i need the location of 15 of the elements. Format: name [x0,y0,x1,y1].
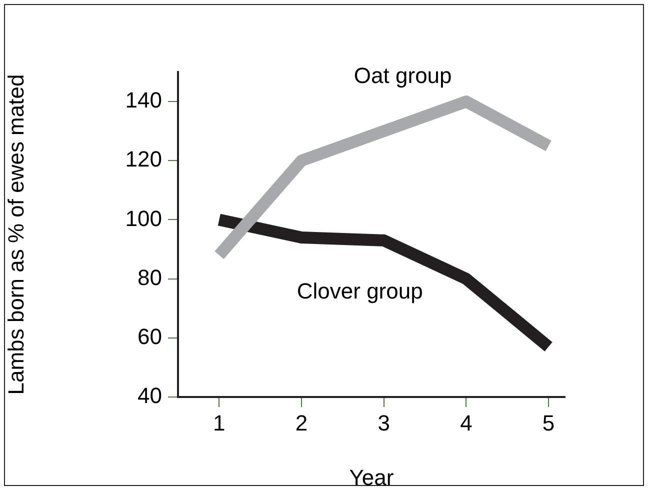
y-tick-label: 100 [125,206,162,231]
x-tick-label: 2 [295,410,308,436]
y-tick-label: 60 [138,324,162,349]
y-tick-label: 140 [125,88,162,113]
x-tick-label: 3 [378,410,390,436]
series-label: Oat group [354,63,452,88]
x-tick-label: 5 [542,410,555,436]
y-tick-label: 80 [138,264,162,290]
y-tick-label: 120 [125,146,162,172]
series-label: Clover group [296,278,423,304]
x-tick-label: 1 [213,410,226,436]
y-tick-label: 40 [138,383,162,408]
y-axis-title: Lambs born as % of ewes mated [3,74,28,395]
x-tick-label: 4 [460,410,472,436]
x-axis-title: Year [349,464,394,490]
